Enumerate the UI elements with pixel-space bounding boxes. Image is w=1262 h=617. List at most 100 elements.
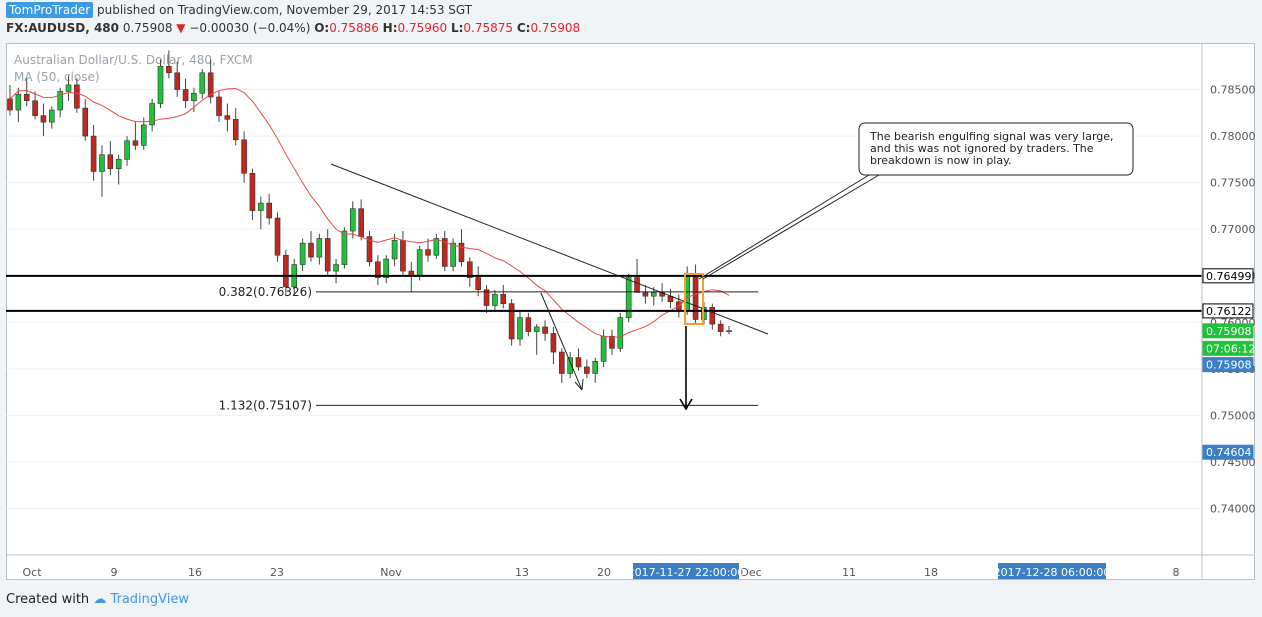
price-tag: 0.75908 <box>1202 357 1254 373</box>
symbol-label: FX:AUDUSD, 480 <box>6 21 120 35</box>
candle-body <box>692 273 699 320</box>
created-with-label: Created with <box>6 592 90 607</box>
candle-body <box>575 357 582 368</box>
candle-body <box>283 254 289 288</box>
price-chart[interactable]: Australian Dollar/U.S. Dollar, 480, FXCM… <box>6 43 1255 580</box>
candle-body <box>182 89 189 102</box>
price-axis: 0.785000.780000.775000.770000.765000.760… <box>6 43 1255 580</box>
price-tag-label: 0.76499 <box>1206 270 1252 283</box>
candle-body <box>74 84 80 109</box>
price-tag: 0.76122 <box>1202 303 1254 319</box>
candle-body <box>199 72 206 94</box>
candle-body <box>617 317 624 349</box>
callout-pointer <box>698 174 870 280</box>
candle-body <box>717 323 724 332</box>
move-arrow-line <box>540 292 583 391</box>
down-arrow-icon: ▼ <box>176 21 186 35</box>
candle-body <box>533 326 540 332</box>
price-tag-label: 0.75908 <box>1206 325 1252 338</box>
candle-body <box>492 294 498 306</box>
candle-body <box>375 261 381 278</box>
candle-body <box>467 261 473 278</box>
candle-body <box>550 333 557 353</box>
author-link[interactable]: TomProTrader <box>6 2 94 18</box>
drawings: 0.382(0.76326) 1.132(0.75107) <box>6 163 1202 412</box>
candle-body <box>132 140 139 146</box>
time-tick-label: 13 <box>515 566 529 579</box>
fib-level-label: 1.132(0.75107) <box>219 398 312 412</box>
publish-header: TomProTrader published on TradingView.co… <box>6 2 472 18</box>
price-tick-label: 0.77500 <box>1210 177 1255 190</box>
candle-body <box>349 208 356 232</box>
candle-body <box>508 303 515 340</box>
candle-body <box>525 317 532 332</box>
time-tick-label: 20 <box>597 566 611 579</box>
candle-body <box>157 65 164 104</box>
price-tag: 0.75908 <box>1202 323 1254 339</box>
candle-body <box>308 242 314 258</box>
candle-body <box>634 277 640 293</box>
candle-body <box>383 258 390 278</box>
candle-body <box>207 72 214 98</box>
candle-body <box>82 107 89 137</box>
quote-line: FX:AUDUSD, 480 0.75908 ▼ −0.00030 (−0.04… <box>6 21 580 35</box>
footer: Created with ☁ TradingView <box>6 592 189 607</box>
candle-body <box>709 307 716 325</box>
fib-level-label: 0.382(0.76326) <box>219 285 312 299</box>
candle-body <box>433 238 440 256</box>
chart-watermark-title: Australian Dollar/U.S. Dollar, 480, FXCM <box>14 53 253 67</box>
price-tag-bg <box>1202 340 1254 356</box>
trendline <box>330 163 769 335</box>
candle-body <box>115 159 122 169</box>
candle-body <box>191 92 197 102</box>
chart-watermark-indicator: MA (50, close) <box>14 70 100 84</box>
time-highlight-label: 2017-12-28 06:00:00 <box>994 566 1111 579</box>
candle-body <box>48 109 55 123</box>
candle-body <box>625 277 632 318</box>
time-tick-label: 18 <box>924 566 938 579</box>
candle-body <box>241 139 247 174</box>
price-tick-label: 0.77000 <box>1210 223 1255 236</box>
high-value: 0.75960 <box>397 21 448 35</box>
candle-body <box>90 135 97 172</box>
candle-body <box>475 277 481 290</box>
time-highlight-bg <box>998 563 1106 579</box>
candle-body <box>542 326 548 334</box>
candle-body <box>15 93 22 111</box>
candle-body <box>258 202 264 211</box>
time-highlight-label: 2017-11-27 22:00:00 <box>628 566 745 579</box>
tradingview-link[interactable]: TradingView <box>110 592 189 607</box>
open-value: 0.75886 <box>329 21 379 35</box>
open-label: O: <box>314 21 330 35</box>
price-tag-label: 0.74604 <box>1206 446 1252 459</box>
candle-body <box>592 361 599 374</box>
time-tick-label: 23 <box>270 566 284 579</box>
price-tick-label: 0.75000 <box>1210 409 1255 422</box>
time-tick-label: 8 <box>1173 566 1180 579</box>
candle-body <box>107 154 114 169</box>
price-tag-label: 07:06:12 <box>1206 342 1255 355</box>
candle-body <box>450 242 456 267</box>
candle-body <box>558 351 565 374</box>
candle-body <box>174 72 181 90</box>
candle-body <box>567 357 573 374</box>
candle-body <box>274 217 281 256</box>
close-value: 0.75908 <box>530 21 581 35</box>
candle-body <box>483 289 490 306</box>
annotation-callout: The bearish engulfing signal was very la… <box>698 122 1134 280</box>
candle-body <box>458 242 465 263</box>
time-tick-label: Nov <box>380 566 402 579</box>
time-tick-label: Oct <box>22 566 42 579</box>
candle-body <box>584 366 590 374</box>
price-tag-bg <box>1202 268 1254 284</box>
price-tag-bg <box>1202 444 1254 460</box>
annotation-text: The bearish engulfing signal was very la… <box>869 130 1114 167</box>
time-highlight-bg <box>633 563 739 579</box>
tradingview-cloud-icon: ☁ <box>93 592 107 607</box>
candle-body <box>391 240 398 260</box>
move-arrow-head-icon <box>574 378 584 391</box>
candle-body <box>57 91 63 111</box>
time-tick-label: 11 <box>842 566 856 579</box>
candle-body <box>500 294 507 304</box>
candle-body <box>299 242 306 265</box>
